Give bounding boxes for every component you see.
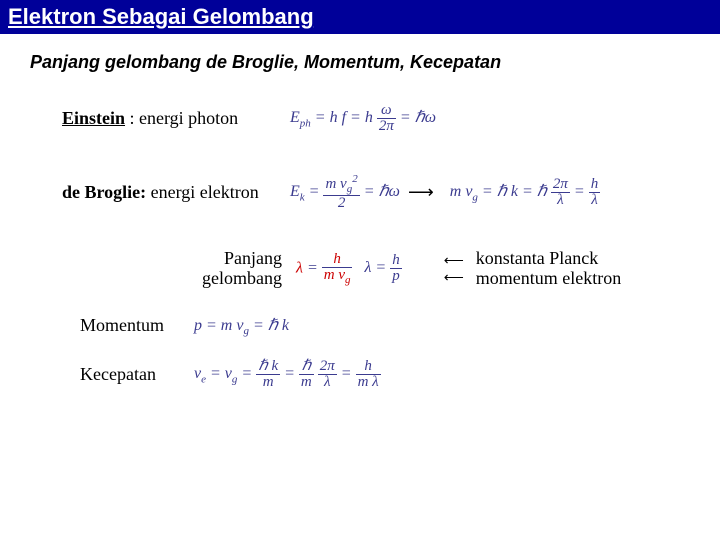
label-kecepatan: Kecepatan (80, 364, 180, 385)
label-debroglie: de Broglie: energi elektron (62, 182, 282, 203)
page-title: Elektron Sebagai Gelombang (8, 4, 314, 29)
note-momentum: momentum elektron (476, 268, 621, 288)
note-planck: konstanta Planck (476, 248, 598, 268)
arrow-left-icon: ⟵ (444, 269, 464, 286)
panjang-l1: Panjang (224, 248, 282, 268)
formula-einstein: Eph = h f = h ω2π = ℏω (290, 103, 436, 134)
row-momentum: Momentum p = m vg = ℏ k (0, 315, 720, 337)
debroglie-name: de Broglie: (62, 182, 146, 202)
einstein-name: Einstein (62, 108, 125, 128)
formula-lambda1: λ = hm vg (296, 252, 352, 286)
notes-block: konstanta Planck momentum elektron (476, 249, 621, 289)
row-panjang: Panjang gelombang λ = hm vg λ = hp ⟵ ⟵ k… (0, 249, 720, 289)
title-bar: Elektron Sebagai Gelombang (0, 0, 720, 34)
subtitle: Panjang gelombang de Broglie, Momentum, … (30, 52, 720, 73)
row-kecepatan: Kecepatan ve = vg = ℏ km = ℏm 2πλ = hm λ (0, 359, 720, 390)
formula-mvg: m vg = ℏ k = ℏ 2πλ = hλ (450, 177, 600, 208)
label-momentum: Momentum (80, 315, 180, 336)
formula-momentum: p = m vg = ℏ k (194, 315, 289, 337)
arrow-left-icon: ⟵ (444, 252, 464, 269)
formula-lambda2: λ = hp (364, 253, 401, 284)
label-einstein: Einstein : energi photon (62, 108, 282, 129)
row-debroglie: de Broglie: energi elektron Ek = m vg22 … (0, 174, 720, 211)
formula-kecepatan: ve = vg = ℏ km = ℏm 2πλ = hm λ (194, 359, 381, 390)
label-panjang: Panjang gelombang (158, 249, 282, 289)
debroglie-rest: energi elektron (146, 182, 259, 202)
einstein-rest: : energi photon (125, 108, 238, 128)
row-einstein: Einstein : energi photon Eph = h f = h ω… (0, 103, 720, 134)
arrows-notes: ⟵ ⟵ konstanta Planck momentum elektron (432, 249, 622, 289)
formula-ek: Ek = m vg22 = ℏω (290, 174, 400, 211)
panjang-l2: gelombang (202, 268, 282, 288)
arrow-right-icon: ⟶ (408, 182, 434, 203)
